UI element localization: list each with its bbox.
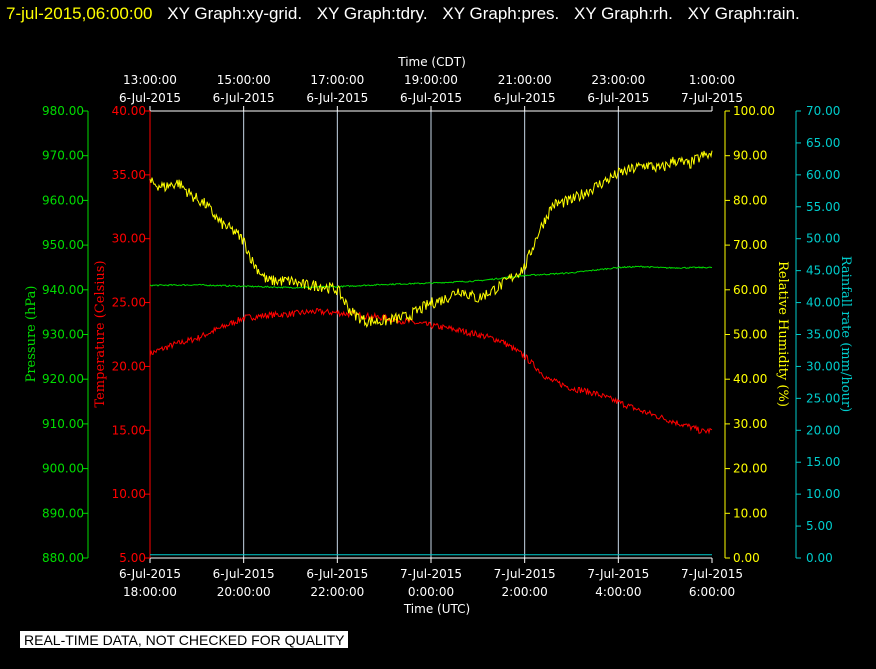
top-tick-time-5: 23:00:00 bbox=[591, 73, 645, 87]
rain-tick-label-0: 0.00 bbox=[806, 551, 833, 565]
humidity-tick-label-5: 50.00 bbox=[733, 328, 767, 342]
temperature-axis-label: Temperature (Celsius) bbox=[93, 260, 108, 407]
title-graph-2: XY Graph:tdry. bbox=[317, 4, 428, 23]
rain-tick-label-9: 45.00 bbox=[806, 264, 840, 278]
graph-title: 7-jul-2015,06:00:00 XY Graph:xy-grid. XY… bbox=[6, 4, 800, 23]
temperature-tick-label-3: 20.00 bbox=[112, 359, 146, 373]
top-tick-date-2: 6-Jul-2015 bbox=[306, 91, 368, 105]
humidity-axis-label: Relative Humidity (%) bbox=[775, 261, 790, 407]
rain-tick-label-8: 40.00 bbox=[806, 296, 840, 310]
top-tick-time-2: 17:00:00 bbox=[310, 73, 364, 87]
pressure-tick-label-9: 970.00 bbox=[42, 149, 84, 163]
top-tick-date-0: 6-Jul-2015 bbox=[119, 91, 181, 105]
pressure-tick-label-7: 950.00 bbox=[42, 238, 84, 252]
pressure-tick-label-4: 920.00 bbox=[42, 372, 84, 386]
pressure-tick-label-3: 910.00 bbox=[42, 417, 84, 431]
bottom-tick-date-0: 6-Jul-2015 bbox=[119, 567, 181, 581]
bottom-tick-date-1: 6-Jul-2015 bbox=[213, 567, 275, 581]
humidity-tick-label-8: 80.00 bbox=[733, 193, 767, 207]
bottom-tick-date-2: 6-Jul-2015 bbox=[306, 567, 368, 581]
series-pres bbox=[149, 265, 713, 289]
temperature-tick-label-0: 5.00 bbox=[119, 551, 146, 565]
top-tick-date-6: 7-Jul-2015 bbox=[681, 91, 743, 105]
top-tick-time-4: 21:00:00 bbox=[498, 73, 552, 87]
series-tdry bbox=[149, 308, 713, 435]
humidity-tick-label-7: 70.00 bbox=[733, 238, 767, 252]
pressure-tick-label-10: 980.00 bbox=[42, 104, 84, 118]
bottom-tick-time-1: 20:00:00 bbox=[217, 585, 271, 599]
pressure-tick-label-5: 930.00 bbox=[42, 328, 84, 342]
humidity-tick-label-10: 100.00 bbox=[733, 104, 775, 118]
rain-tick-label-3: 15.00 bbox=[806, 455, 840, 469]
title-graph-5: XY Graph:rain. bbox=[688, 4, 800, 23]
pressure-tick-label-1: 890.00 bbox=[42, 506, 84, 520]
humidity-tick-label-6: 60.00 bbox=[733, 283, 767, 297]
bottom-tick-date-4: 7-Jul-2015 bbox=[494, 567, 556, 581]
temperature-tick-label-2: 15.00 bbox=[112, 423, 146, 437]
top-tick-time-0: 13:00:00 bbox=[123, 73, 177, 87]
bottom-tick-time-2: 22:00:00 bbox=[310, 585, 364, 599]
series-rh bbox=[149, 150, 713, 329]
bottom-tick-date-6: 7-Jul-2015 bbox=[681, 567, 743, 581]
temperature-tick-label-5: 30.00 bbox=[112, 232, 146, 246]
top-tick-date-1: 6-Jul-2015 bbox=[213, 91, 275, 105]
top-tick-date-3: 6-Jul-2015 bbox=[400, 91, 462, 105]
bottom-tick-time-0: 18:00:00 bbox=[123, 585, 177, 599]
pressure-tick-label-0: 880.00 bbox=[42, 551, 84, 565]
pressure-tick-label-2: 900.00 bbox=[42, 462, 84, 476]
humidity-tick-label-1: 10.00 bbox=[733, 506, 767, 520]
humidity-tick-label-0: 0.00 bbox=[733, 551, 760, 565]
temperature-tick-label-4: 25.00 bbox=[112, 296, 146, 310]
top-tick-date-4: 6-Jul-2015 bbox=[494, 91, 556, 105]
temperature-tick-label-1: 10.00 bbox=[112, 487, 146, 501]
title-graph-1: XY Graph:xy-grid. bbox=[167, 4, 302, 23]
pressure-tick-label-8: 960.00 bbox=[42, 193, 84, 207]
title-graph-3: XY Graph:pres. bbox=[442, 4, 559, 23]
rain-tick-label-14: 70.00 bbox=[806, 104, 840, 118]
rain-tick-label-2: 10.00 bbox=[806, 487, 840, 501]
temperature-tick-label-6: 35.00 bbox=[112, 168, 146, 182]
bottom-tick-time-3: 0:00:00 bbox=[408, 585, 454, 599]
rain-tick-label-4: 20.00 bbox=[806, 423, 840, 437]
humidity-tick-label-2: 20.00 bbox=[733, 462, 767, 476]
rain-tick-label-13: 65.00 bbox=[806, 136, 840, 150]
axes bbox=[83, 106, 801, 563]
bottom-tick-time-5: 4:00:00 bbox=[595, 585, 641, 599]
temperature-tick-label-7: 40.00 bbox=[112, 104, 146, 118]
humidity-tick-label-9: 90.00 bbox=[733, 149, 767, 163]
rain-tick-label-7: 35.00 bbox=[806, 328, 840, 342]
rain-tick-label-5: 25.00 bbox=[806, 391, 840, 405]
title-date: 7-jul-2015,06:00:00 bbox=[6, 4, 153, 23]
data-series bbox=[149, 150, 713, 556]
rain-tick-label-1: 5.00 bbox=[806, 519, 833, 533]
humidity-tick-label-4: 40.00 bbox=[733, 372, 767, 386]
top-tick-time-6: 1:00:00 bbox=[689, 73, 735, 87]
quality-notice: REAL-TIME DATA, NOT CHECKED FOR QUALITY bbox=[20, 631, 349, 648]
title-graph-4: XY Graph:rh. bbox=[574, 4, 673, 23]
bottom-axis-label: Time (UTC) bbox=[403, 602, 470, 616]
top-tick-time-3: 19:00:00 bbox=[404, 73, 458, 87]
bottom-tick-date-5: 7-Jul-2015 bbox=[587, 567, 649, 581]
pressure-axis-label: Pressure (hPa) bbox=[24, 286, 39, 383]
bottom-tick-time-4: 2:00:00 bbox=[502, 585, 548, 599]
rain-tick-label-12: 60.00 bbox=[806, 168, 840, 182]
top-tick-date-5: 6-Jul-2015 bbox=[587, 91, 649, 105]
rain-axis-label: Rainfall rate (mm/hour) bbox=[838, 256, 853, 412]
top-axis-label: Time (CDT) bbox=[397, 55, 466, 69]
rain-tick-label-10: 50.00 bbox=[806, 232, 840, 246]
grid-lines bbox=[243, 111, 619, 558]
bottom-tick-time-6: 6:00:00 bbox=[689, 585, 735, 599]
bottom-tick-date-3: 7-Jul-2015 bbox=[400, 567, 462, 581]
top-tick-time-1: 15:00:00 bbox=[217, 73, 271, 87]
rain-tick-label-6: 30.00 bbox=[806, 359, 840, 373]
humidity-tick-label-3: 30.00 bbox=[733, 417, 767, 431]
tick-labels: 13:00:00 6-Jul-2015 15:00:00 6-Jul-2015 17:0… bbox=[42, 73, 840, 599]
rain-tick-label-11: 55.00 bbox=[806, 200, 840, 214]
pressure-tick-label-6: 940.00 bbox=[42, 283, 84, 297]
